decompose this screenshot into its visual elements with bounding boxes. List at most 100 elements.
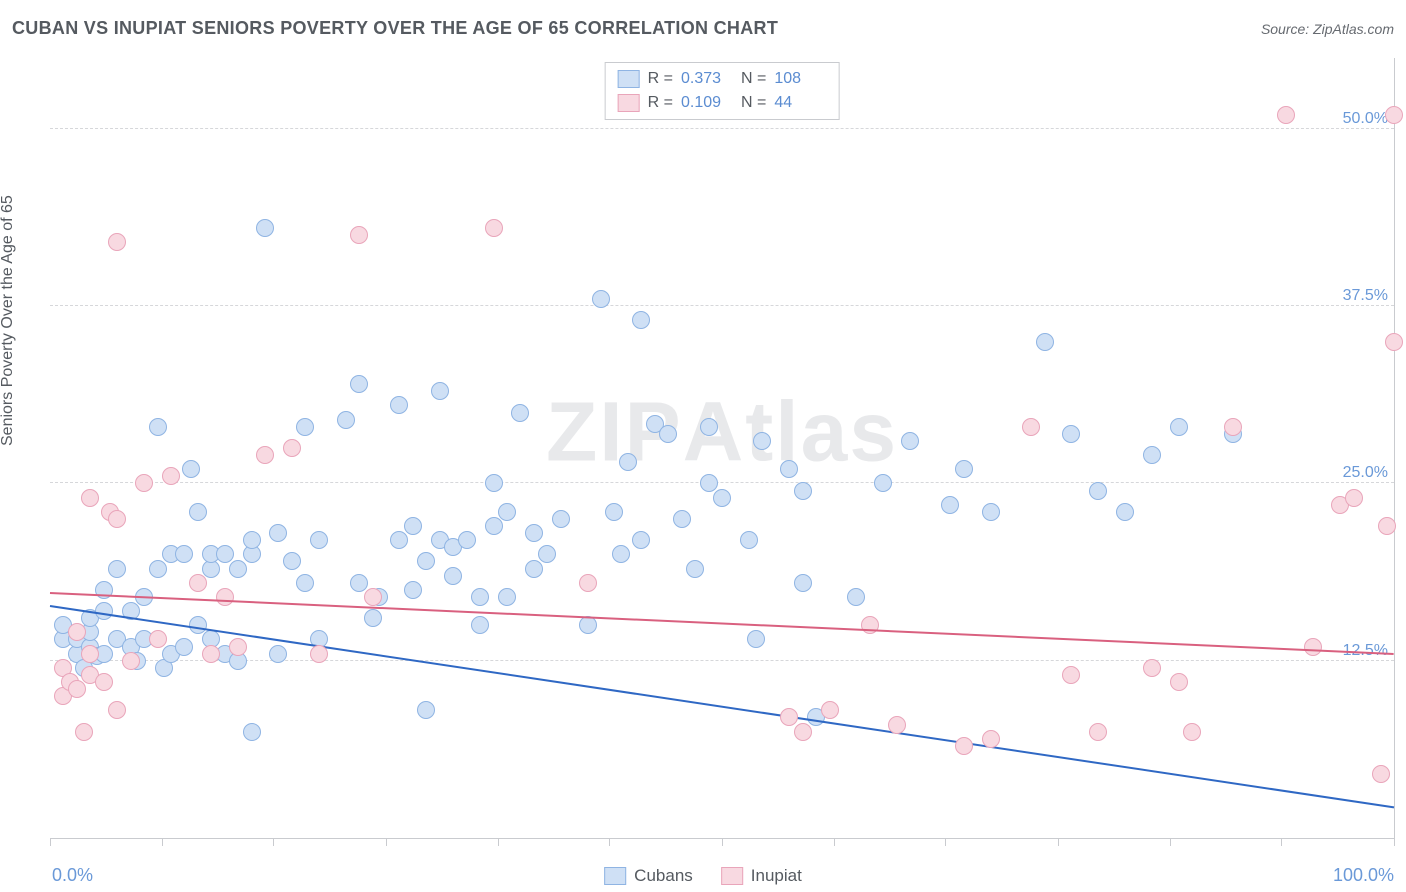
data-point <box>498 588 516 606</box>
chart-header: CUBAN VS INUPIAT SENIORS POVERTY OVER TH… <box>12 18 1394 39</box>
y-axis-title: Seniors Poverty Over the Age of 65 <box>0 195 17 446</box>
data-point <box>1183 723 1201 741</box>
y-tick-label: 50.0% <box>1343 110 1388 128</box>
legend-swatch <box>618 70 640 88</box>
data-point <box>713 489 731 507</box>
data-point <box>525 560 543 578</box>
data-point <box>390 396 408 414</box>
legend-swatch <box>618 94 640 112</box>
data-point <box>612 545 630 563</box>
data-point <box>485 219 503 237</box>
x-tick <box>1394 838 1395 846</box>
data-point <box>592 290 610 308</box>
data-point <box>243 531 261 549</box>
data-point <box>149 418 167 436</box>
data-point <box>189 574 207 592</box>
data-point <box>243 723 261 741</box>
data-point <box>1378 517 1396 535</box>
n-label: N = <box>741 91 766 115</box>
data-point <box>1345 489 1363 507</box>
trend-line <box>50 605 1394 808</box>
data-point <box>256 219 274 237</box>
data-point <box>189 503 207 521</box>
r-value: 0.109 <box>681 91 733 115</box>
data-point <box>1170 418 1188 436</box>
x-tick <box>609 838 610 846</box>
data-point <box>1170 673 1188 691</box>
data-point <box>81 489 99 507</box>
x-axis-max-label: 100.0% <box>1333 865 1394 886</box>
data-point <box>108 560 126 578</box>
y-tick-label: 37.5% <box>1343 287 1388 305</box>
data-point <box>68 680 86 698</box>
data-point <box>753 432 771 450</box>
data-point <box>182 460 200 478</box>
data-point <box>740 531 758 549</box>
data-point <box>68 623 86 641</box>
data-point <box>390 531 408 549</box>
data-point <box>404 581 422 599</box>
data-point <box>417 701 435 719</box>
data-point <box>794 574 812 592</box>
data-point <box>149 630 167 648</box>
x-tick <box>386 838 387 846</box>
data-point <box>364 588 382 606</box>
r-value: 0.373 <box>681 67 733 91</box>
watermark: ZIPAtlas <box>546 384 898 481</box>
data-point <box>747 630 765 648</box>
data-point <box>700 418 718 436</box>
data-point <box>511 404 529 422</box>
data-point <box>216 545 234 563</box>
data-point <box>780 460 798 478</box>
data-point <box>552 510 570 528</box>
series-legend: CubansInupiat <box>604 866 802 886</box>
legend-swatch <box>604 867 626 885</box>
data-point <box>1385 333 1403 351</box>
data-point <box>350 574 368 592</box>
data-point <box>861 616 879 634</box>
data-point <box>444 567 462 585</box>
scatter-plot-area: ZIPAtlas R =0.373N =108R =0.109N =44 12.… <box>50 58 1395 839</box>
data-point <box>1116 503 1134 521</box>
data-point <box>229 560 247 578</box>
legend-item: Cubans <box>604 866 693 886</box>
legend-row: R =0.373N =108 <box>618 67 827 91</box>
data-point <box>364 609 382 627</box>
correlation-legend: R =0.373N =108R =0.109N =44 <box>605 62 840 120</box>
data-point <box>821 701 839 719</box>
data-point <box>108 701 126 719</box>
gridline <box>50 305 1394 306</box>
data-point <box>75 723 93 741</box>
data-point <box>579 574 597 592</box>
data-point <box>458 531 476 549</box>
data-point <box>888 716 906 734</box>
data-point <box>955 737 973 755</box>
x-tick <box>50 838 51 846</box>
data-point <box>1277 106 1295 124</box>
x-tick <box>273 838 274 846</box>
x-tick <box>1058 838 1059 846</box>
data-point <box>350 226 368 244</box>
data-point <box>659 425 677 443</box>
data-point <box>1372 765 1390 783</box>
data-point <box>256 446 274 464</box>
data-point <box>794 482 812 500</box>
data-point <box>579 616 597 634</box>
x-axis-min-label: 0.0% <box>52 865 93 886</box>
data-point <box>216 588 234 606</box>
data-point <box>619 453 637 471</box>
data-point <box>350 375 368 393</box>
chart-title: CUBAN VS INUPIAT SENIORS POVERTY OVER TH… <box>12 18 778 39</box>
data-point <box>982 730 1000 748</box>
gridline <box>50 128 1394 129</box>
data-point <box>632 311 650 329</box>
data-point <box>404 517 422 535</box>
legend-label: Cubans <box>634 866 693 886</box>
data-point <box>982 503 1000 521</box>
data-point <box>269 645 287 663</box>
data-point <box>162 467 180 485</box>
x-tick <box>722 838 723 846</box>
data-point <box>81 645 99 663</box>
data-point <box>149 560 167 578</box>
data-point <box>874 474 892 492</box>
